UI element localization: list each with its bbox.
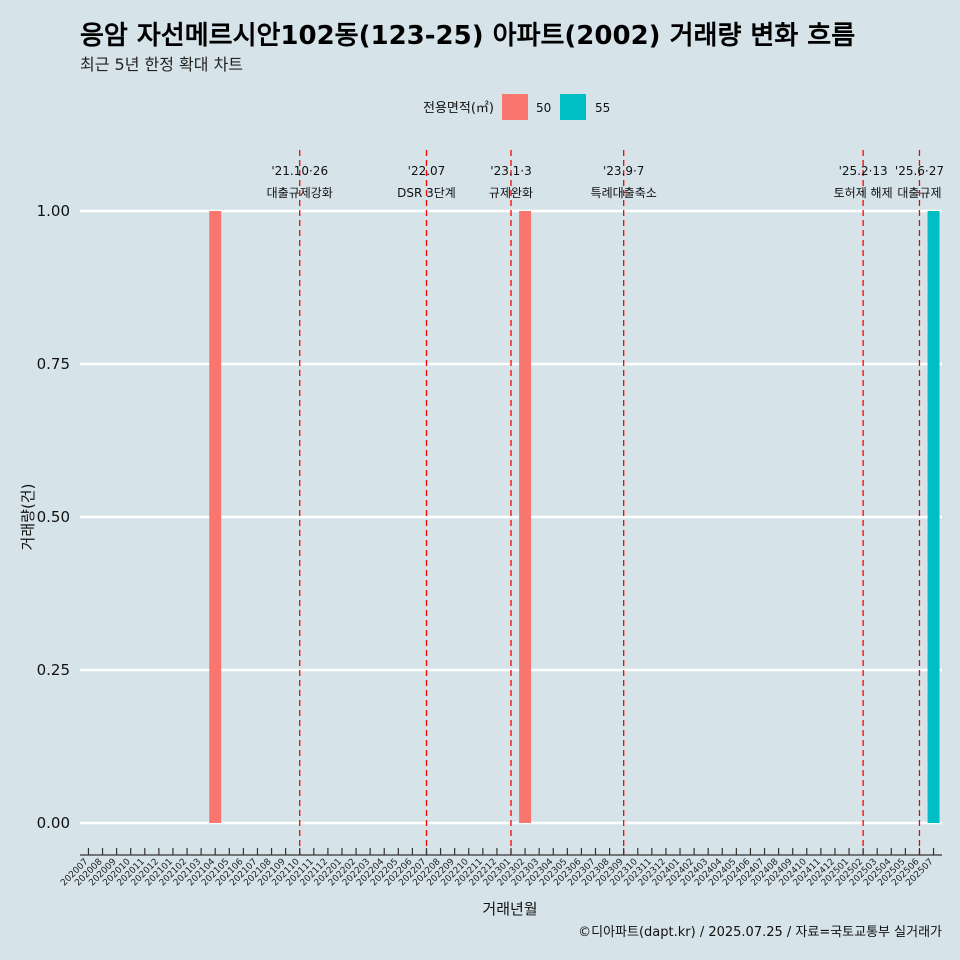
caption: ©디아파트(dapt.kr) / 2025.07.25 / 자료=국토교통부 실…: [578, 925, 942, 940]
annotation-label-202506: 대출규제: [897, 186, 941, 200]
chart-title: 응암 자선메르시안102동(123-25) 아파트(2002) 거래량 변화 흐…: [80, 21, 855, 51]
x-axis-label: 거래년월: [482, 900, 537, 918]
legend-title: 전용면적(㎡): [423, 101, 494, 116]
y-tick-label-4: 1.00: [37, 202, 70, 220]
annotation-label-202110: 대출규제강화: [267, 186, 333, 200]
y-axis-label: 거래량(건): [19, 484, 37, 551]
y-tick-label-0: 0.00: [37, 814, 70, 832]
bar-50-202302: [519, 211, 532, 823]
bars: [209, 211, 940, 823]
legend-swatch-55: [560, 94, 586, 120]
bar-55-202507: [927, 211, 940, 823]
annotation-date-202110: '21.10·26: [271, 164, 328, 178]
y-tick-label-1: 0.25: [37, 661, 70, 679]
annotations: '21.10·26 대출규제강화 '22.07 DSR 3단계 '23.1·3 규제완화 '…: [267, 150, 944, 855]
annotation-date-202502: '25.2·13: [839, 164, 888, 178]
annotation-label-202301: 규제완화: [489, 186, 533, 200]
annotation-label-202309: 특례대출축소: [591, 186, 657, 200]
y-tick-label-2: 0.50: [37, 508, 70, 526]
bar-50-202104: [209, 211, 222, 823]
annotation-date-202309: '23.9·7: [603, 164, 644, 178]
legend-label-50: 50: [536, 101, 551, 115]
x-axis: 2020072020082020092020102020112020122021…: [59, 848, 942, 888]
annotation-label-202207: DSR 3단계: [397, 186, 456, 200]
annotation-date-202207: '22.07: [408, 164, 446, 178]
annotation-label-202502: 토허제 해제: [834, 186, 893, 200]
annotation-date-202506: '25.6·27: [895, 164, 944, 178]
y-axis-ticks: 0.00 0.25 0.50 0.75 1.00: [37, 202, 70, 832]
legend: 전용면적(㎡) 50 55: [423, 94, 610, 120]
chart-subtitle: 최근 5년 한정 확대 차트: [80, 55, 243, 74]
annotation-date-202301: '23.1·3: [490, 164, 531, 178]
legend-swatch-50: [502, 94, 528, 120]
y-tick-label-3: 0.75: [37, 355, 70, 373]
legend-label-55: 55: [595, 101, 610, 115]
